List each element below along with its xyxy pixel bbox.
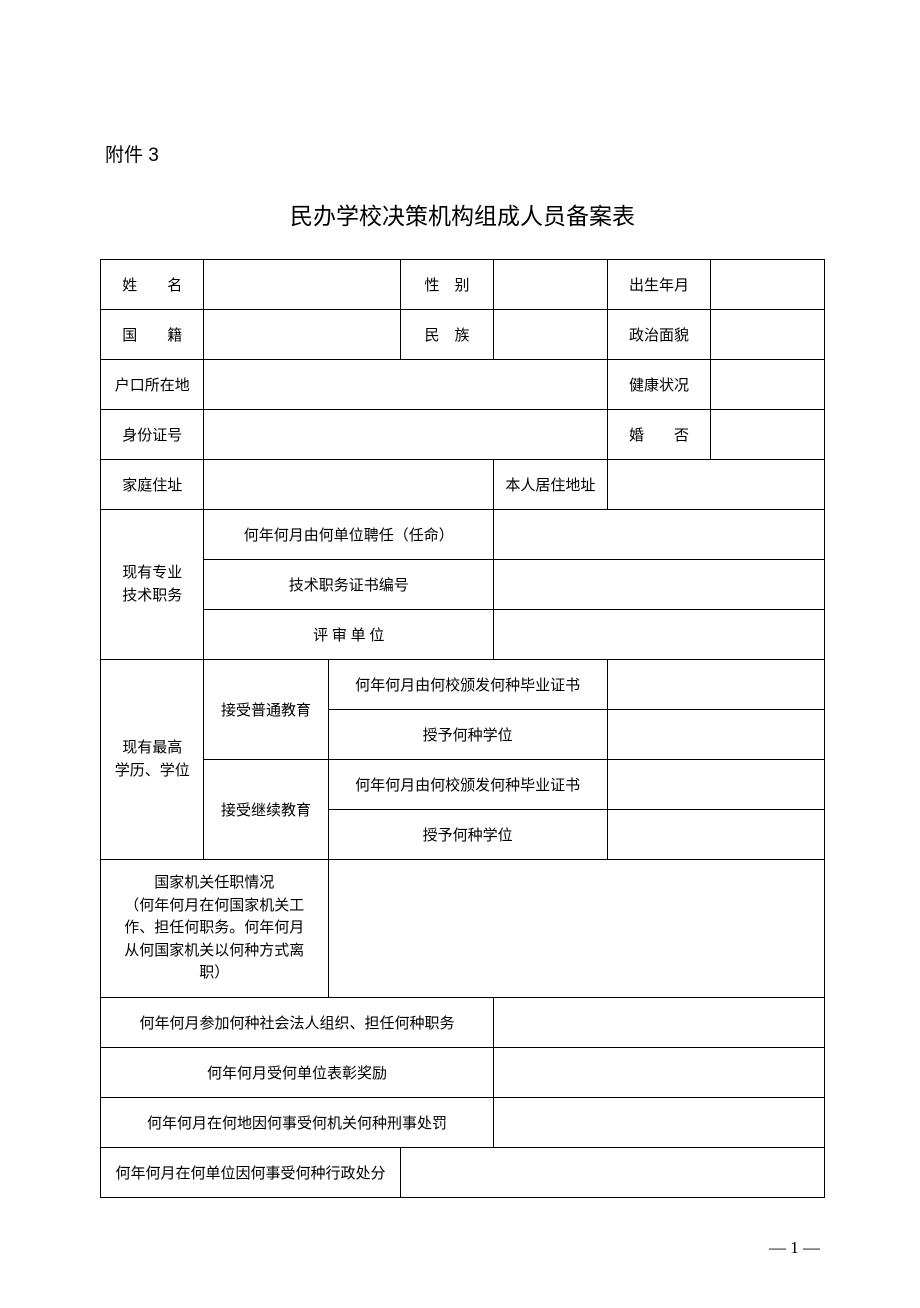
row-name: 姓 名 性 别 出生年月: [101, 260, 825, 310]
value-administrative: [400, 1147, 824, 1197]
label-social-org: 何年何月参加何种社会法人组织、担任何种职务: [101, 997, 494, 1047]
label-criminal: 何年何月在何地因何事受何机关何种刑事处罚: [101, 1097, 494, 1147]
value-residence-address: [607, 460, 824, 510]
label-prof-title: 现有专业技术职务: [101, 510, 204, 660]
label-political: 政治面貌: [607, 310, 710, 360]
row-social: 何年何月参加何种社会法人组织、担任何种职务: [101, 997, 825, 1047]
row-prof-2: 技术职务证书编号: [101, 560, 825, 610]
label-cert-number: 技术职务证书编号: [204, 560, 494, 610]
value-political: [711, 310, 825, 360]
label-review-unit: 评 审 单 位: [204, 610, 494, 660]
label-gender: 性 别: [400, 260, 493, 310]
label-general-edu: 接受普通教育: [204, 660, 328, 760]
row-edu-1: 现有最高学历、学位 接受普通教育 何年何月由何校颁发何种毕业证书: [101, 660, 825, 710]
value-social-org: [494, 997, 825, 1047]
label-ethnicity: 民 族: [400, 310, 493, 360]
row-prof-3: 评 审 单 位: [101, 610, 825, 660]
value-degree-1: [607, 710, 824, 760]
attachment-label: 附件 3: [105, 140, 825, 167]
value-marital: [711, 410, 825, 460]
row-nationality: 国 籍 民 族 政治面貌: [101, 310, 825, 360]
value-grad-cert-1: [607, 660, 824, 710]
label-administrative: 何年何月在何单位因何事受何种行政处分: [101, 1147, 401, 1197]
value-birth: [711, 260, 825, 310]
value-degree-2: [607, 810, 824, 860]
label-commendation: 何年何月受何单位表彰奖励: [101, 1047, 494, 1097]
value-name: [204, 260, 401, 310]
label-home-address: 家庭住址: [101, 460, 204, 510]
form-title: 民办学校决策机构组成人员备案表: [100, 197, 825, 231]
row-commendation: 何年何月受何单位表彰奖励: [101, 1047, 825, 1097]
row-administrative: 何年何月在何单位因何事受何种行政处分: [101, 1147, 825, 1197]
value-home-address: [204, 460, 494, 510]
value-id: [204, 410, 607, 460]
label-gov-position: 国家机关任职情况（何年何月在何国家机关工作、担任何职务。何年何月从何国家机关以何…: [101, 860, 329, 998]
row-criminal: 何年何月在何地因何事受何机关何种刑事处罚: [101, 1097, 825, 1147]
value-criminal: [494, 1097, 825, 1147]
value-grad-cert-2: [607, 760, 824, 810]
label-marital: 婚 否: [607, 410, 710, 460]
row-prof-1: 现有专业技术职务 何年何月由何单位聘任（任命）: [101, 510, 825, 560]
label-health: 健康状况: [607, 360, 710, 410]
value-commendation: [494, 1047, 825, 1097]
value-cert-number: [494, 560, 825, 610]
label-hukou: 户口所在地: [101, 360, 204, 410]
label-residence-address: 本人居住地址: [494, 460, 608, 510]
label-degree-1: 授予何种学位: [328, 710, 607, 760]
label-birth: 出生年月: [607, 260, 710, 310]
row-hukou: 户口所在地 健康状况: [101, 360, 825, 410]
label-appointed: 何年何月由何单位聘任（任命）: [204, 510, 494, 560]
label-grad-cert-2: 何年何月由何校颁发何种毕业证书: [328, 760, 607, 810]
value-gender: [494, 260, 608, 310]
value-review-unit: [494, 610, 825, 660]
label-continue-edu: 接受继续教育: [204, 760, 328, 860]
row-address: 家庭住址 本人居住地址: [101, 460, 825, 510]
form-table: 姓 名 性 别 出生年月 国 籍 民 族 政治面貌 户口所在地 健康状况 身份证…: [100, 259, 825, 1198]
row-edu-3: 接受继续教育 何年何月由何校颁发何种毕业证书: [101, 760, 825, 810]
label-highest-edu: 现有最高学历、学位: [101, 660, 204, 860]
value-appointed: [494, 510, 825, 560]
label-degree-2: 授予何种学位: [328, 810, 607, 860]
label-grad-cert-1: 何年何月由何校颁发何种毕业证书: [328, 660, 607, 710]
value-nationality: [204, 310, 401, 360]
row-gov: 国家机关任职情况（何年何月在何国家机关工作、担任何职务。何年何月从何国家机关以何…: [101, 860, 825, 998]
value-ethnicity: [494, 310, 608, 360]
label-name: 姓 名: [101, 260, 204, 310]
label-id: 身份证号: [101, 410, 204, 460]
page-number: — 1 —: [100, 1238, 820, 1258]
value-hukou: [204, 360, 607, 410]
value-health: [711, 360, 825, 410]
label-nationality: 国 籍: [101, 310, 204, 360]
value-gov-position: [328, 860, 824, 998]
row-id: 身份证号 婚 否: [101, 410, 825, 460]
